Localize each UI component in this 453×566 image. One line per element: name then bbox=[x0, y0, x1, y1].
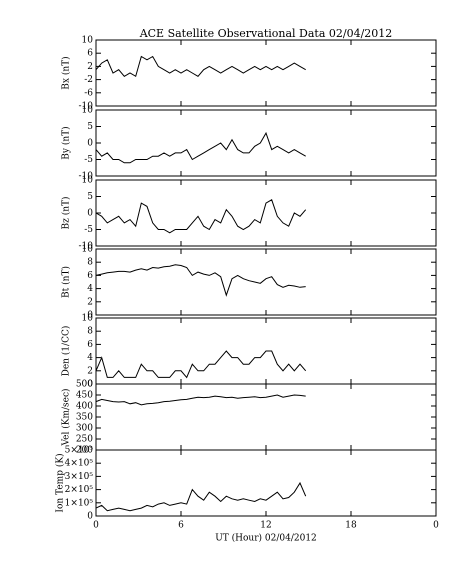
y-axis-label: Den (1/CC) bbox=[61, 326, 72, 377]
y-tick-label: 8 bbox=[87, 258, 93, 268]
y-tick-label: 4×10⁵ bbox=[65, 459, 94, 469]
data-line bbox=[95, 199, 307, 234]
y-tick-label: 0 bbox=[87, 512, 93, 522]
y-tick-label: 2×10⁵ bbox=[65, 485, 94, 495]
y-tick-label: 6 bbox=[87, 49, 93, 59]
y-tick-label: 2 bbox=[87, 297, 93, 307]
y-tick-label: -5 bbox=[84, 225, 93, 235]
data-line bbox=[95, 131, 306, 164]
y-tick-label: 4 bbox=[87, 353, 93, 363]
data-line bbox=[95, 350, 307, 379]
y-tick-label: 5 bbox=[87, 192, 93, 202]
y-axis-label: By (nT) bbox=[61, 126, 72, 159]
y-tick-label: -5 bbox=[84, 155, 93, 165]
y-tick-label: 10 bbox=[82, 106, 94, 116]
y-tick-label: 10 bbox=[82, 245, 94, 255]
y-tick-label: 0 bbox=[87, 139, 93, 149]
y-tick-label: 4 bbox=[87, 284, 93, 294]
y-tick-label: 200 bbox=[76, 446, 93, 456]
y-tick-label: 350 bbox=[76, 413, 93, 423]
y-tick-label: 0 bbox=[87, 209, 93, 219]
y-tick-label: 300 bbox=[76, 424, 93, 434]
x-axis-label: UT (Hour) 02/04/2012 bbox=[215, 533, 317, 544]
y-axis-label: Vel (Km/sec) bbox=[61, 388, 72, 446]
y-tick-label: 8 bbox=[87, 327, 93, 337]
x-tick-label: 12 bbox=[260, 521, 271, 531]
data-line bbox=[95, 264, 306, 297]
y-tick-label: 10 bbox=[82, 176, 94, 186]
y-tick-label: 500 bbox=[76, 380, 93, 390]
x-tick-label: 0 bbox=[433, 521, 439, 531]
y-tick-label: 400 bbox=[76, 402, 93, 412]
y-tick-label: -6 bbox=[84, 88, 93, 98]
data-line bbox=[95, 394, 306, 406]
y-tick-label: 1×10⁵ bbox=[65, 498, 94, 508]
y-tick-label: 10 bbox=[82, 36, 94, 46]
y-tick-label: 10 bbox=[82, 314, 94, 324]
y-tick-label: 6 bbox=[87, 271, 93, 281]
y-tick-label: 6 bbox=[87, 340, 93, 350]
y-tick-label: 0 bbox=[87, 311, 93, 321]
y-tick-label: 2 bbox=[87, 366, 93, 376]
x-tick-label: 6 bbox=[178, 521, 184, 531]
y-tick-label: -10 bbox=[79, 102, 94, 112]
y-axis-label: Bx (nT) bbox=[61, 56, 72, 89]
y-tick-label: 250 bbox=[76, 435, 93, 445]
y-tick-label: 2 bbox=[87, 62, 93, 72]
x-tick-label: 18 bbox=[345, 521, 357, 531]
y-tick-label: 3×10⁵ bbox=[65, 472, 94, 482]
chart-title: ACE Satellite Observational Data 02/04/2… bbox=[139, 27, 393, 40]
y-tick-label: 5 bbox=[87, 122, 93, 132]
y-tick-label: 5×10⁵ bbox=[65, 446, 94, 456]
y-tick-label: 0 bbox=[87, 380, 93, 390]
y-axis-label: Bz (nT) bbox=[61, 196, 72, 229]
data-line bbox=[95, 481, 307, 512]
y-tick-label: -10 bbox=[79, 172, 94, 182]
y-tick-label: -2 bbox=[84, 75, 93, 85]
y-tick-label: -10 bbox=[79, 242, 94, 252]
x-tick-label: 0 bbox=[93, 521, 99, 531]
y-axis-label: Ion Temp (K) bbox=[55, 453, 66, 512]
y-tick-label: 450 bbox=[76, 391, 93, 401]
data-line bbox=[95, 55, 306, 78]
y-axis-label: Bt (nT) bbox=[61, 266, 72, 298]
